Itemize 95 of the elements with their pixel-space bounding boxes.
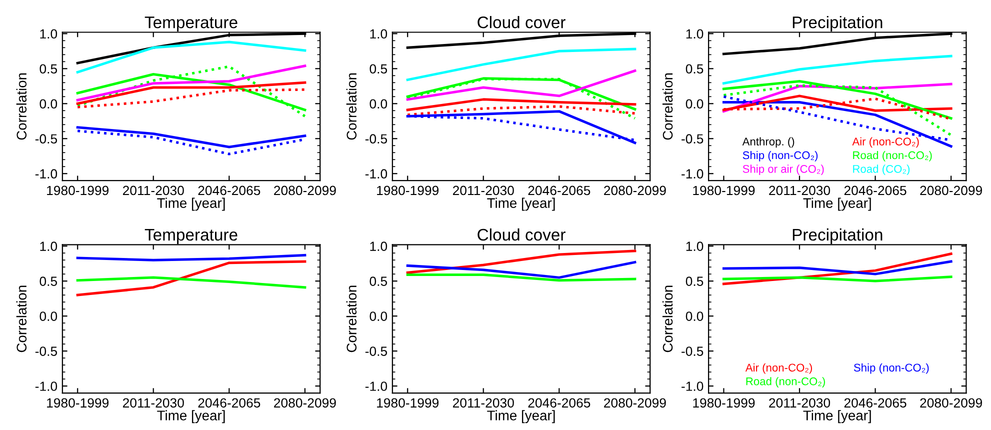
- text: Ship (non-CO₂): [854, 363, 929, 374]
- y-tick-label: 0.5: [686, 276, 704, 286]
- x-tick-label: 2011-2030: [769, 186, 830, 196]
- text: Road (non-CO₂): [853, 150, 932, 162]
- x-tick-label: 1980-1999: [377, 398, 439, 408]
- y-tick-label: -1.0: [35, 169, 58, 179]
- y-axis-title: Correlation: [16, 73, 27, 140]
- y-tick-label: 0.0: [686, 312, 704, 321]
- x-tick-label: 2046-2065: [528, 186, 590, 196]
- y-tick-label: -1.0: [365, 382, 388, 391]
- x-tick-label: 2080-2099: [274, 186, 336, 196]
- y-tick-label: 1.0: [686, 29, 704, 39]
- line-series: [406, 48, 636, 82]
- x-tick-label: 2080-2099: [274, 398, 336, 408]
- y-axis-title: Correlation: [16, 286, 27, 352]
- x-tick-label: 2046-2065: [844, 186, 906, 196]
- x-tick-label: 2080-2099: [920, 186, 982, 196]
- y-axis-title: Correlation: [346, 73, 357, 140]
- y-tick-label: -0.5: [682, 346, 704, 356]
- x-tick-label: 2011-2030: [452, 186, 514, 196]
- y-tick-label: -0.5: [365, 346, 388, 356]
- chart-title: Temperature: [144, 229, 238, 244]
- x-tick-label: 1980-1999: [47, 398, 109, 408]
- y-tick-label: -1.0: [682, 169, 704, 179]
- x-tick-label: 1980-1999: [47, 186, 109, 196]
- y-tick-label: -0.5: [682, 134, 704, 144]
- y-tick-label: 0.5: [40, 64, 58, 74]
- y-axis-title: Correlation: [662, 73, 673, 140]
- line-series: [406, 260, 636, 279]
- x-axis-title: Time [year]: [803, 198, 871, 211]
- x-tick-label: 1980-1999: [693, 186, 755, 196]
- y-tick-label: 0.0: [370, 99, 388, 109]
- line-series: [722, 54, 952, 85]
- text: Air (non-CO₂): [745, 363, 812, 374]
- chart-title: Precipitation: [792, 228, 882, 244]
- y-axis-title: Correlation: [662, 286, 673, 352]
- x-tick-label: 1980-1999: [693, 398, 755, 408]
- text: Road (non-CO₂): [746, 377, 825, 388]
- x-tick-label: 2080-2099: [920, 398, 982, 408]
- y-tick-label: 0.0: [40, 99, 58, 109]
- line-series: [406, 250, 636, 274]
- line-series: [406, 98, 636, 112]
- line-series: [76, 40, 306, 74]
- y-tick-label: 0.5: [370, 276, 388, 286]
- y-tick-label: 1.0: [40, 29, 58, 39]
- x-tick-label: 1980-1999: [377, 186, 439, 196]
- y-tick-label: -0.5: [35, 134, 58, 144]
- line-series: [722, 260, 952, 276]
- x-axis-title: Time [year]: [487, 410, 555, 424]
- x-tick-label: 2046-2065: [528, 398, 590, 408]
- y-tick-label: 1.0: [370, 29, 388, 39]
- x-tick-label: 2046-2065: [198, 398, 260, 408]
- x-tick-label: 2011-2030: [452, 398, 514, 408]
- line-series: [76, 276, 306, 289]
- y-tick-label: -1.0: [35, 382, 58, 391]
- line-series: [76, 65, 306, 118]
- line-series: [76, 260, 306, 296]
- x-axis-title: Time [year]: [157, 410, 225, 424]
- x-tick-label: 2046-2065: [844, 398, 906, 408]
- text: Road (CO₂): [853, 164, 910, 176]
- chart-title: Cloud cover: [478, 228, 566, 241]
- text: Anthrop. (): [742, 137, 794, 148]
- y-tick-label: 0.0: [686, 99, 704, 109]
- line-series: [722, 84, 952, 136]
- text: Ship or air (CO₂): [742, 164, 824, 176]
- x-tick-label: 2080-2099: [604, 398, 666, 408]
- line-series: [406, 105, 636, 116]
- y-tick-label: 0.5: [686, 64, 704, 74]
- x-tick-label: 2011-2030: [122, 186, 184, 196]
- x-tick-label: 2080-2099: [604, 186, 666, 196]
- y-tick-label: 1.0: [40, 242, 58, 251]
- line-series: [406, 69, 636, 101]
- y-tick-label: -1.0: [365, 169, 388, 179]
- x-axis-title: Time [year]: [487, 198, 555, 211]
- y-tick-label: 1.0: [686, 242, 704, 251]
- y-axis-title: Correlation: [346, 286, 357, 352]
- y-tick-label: -0.5: [35, 346, 58, 356]
- chart-title: Cloud cover: [478, 16, 566, 28]
- text: Air (non-CO₂): [852, 137, 919, 148]
- line-series: [76, 64, 306, 102]
- text: Ship (non-CO₂): [742, 150, 818, 162]
- y-tick-label: 0.5: [370, 64, 388, 74]
- y-tick-label: 0.5: [40, 276, 58, 286]
- x-tick-label: 2011-2030: [122, 398, 184, 408]
- x-axis-title: Time [year]: [803, 410, 871, 424]
- y-tick-label: 0.0: [40, 312, 58, 321]
- x-axis-title: Time [year]: [157, 198, 225, 211]
- y-tick-label: -0.5: [365, 134, 388, 144]
- y-tick-label: 1.0: [370, 242, 388, 251]
- chart-title: Precipitation: [792, 16, 882, 32]
- x-tick-label: 2046-2065: [198, 186, 260, 196]
- y-tick-label: -1.0: [682, 382, 704, 391]
- chart-title: Temperature: [144, 16, 238, 32]
- y-tick-label: 0.0: [370, 312, 388, 321]
- x-tick-label: 2011-2030: [769, 398, 830, 408]
